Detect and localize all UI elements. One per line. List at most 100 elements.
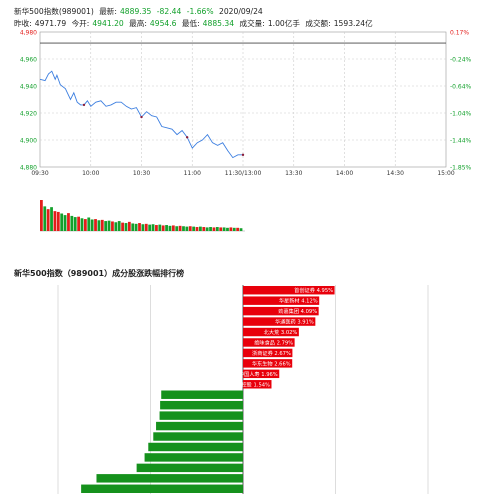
volume-bar bbox=[63, 215, 67, 231]
y-tick-left-label: 4,940 bbox=[20, 84, 37, 91]
x-tick-label: 15:00 bbox=[437, 170, 454, 177]
x-tick-label: 14:00 bbox=[336, 170, 353, 177]
x-tick-label: 09:30 bbox=[31, 170, 48, 177]
ranking-bar bbox=[153, 432, 243, 441]
header-row-1: 新华500指数(989001) 最新: 4889.35 -82.44 -1.66%… bbox=[14, 6, 266, 17]
volume-bar bbox=[97, 220, 101, 231]
header-row-2: 昨收: 4971.79 今开: 4941.20 最高: 4954.6 最低: 4885.… bbox=[14, 18, 376, 29]
volume-bar bbox=[131, 223, 135, 231]
volume-bar bbox=[222, 227, 226, 231]
ranking-chart: 首创证券 4.95% 华星新材 4.12% 劲嘉集团 4.09% 华通医药 3.91%… bbox=[57, 285, 429, 494]
volume-bar bbox=[67, 213, 70, 231]
intraday-chart: 4,980 0.17% 4,960 -0.24% 4,940 -0.64% 4,920 -1.… bbox=[20, 30, 472, 232]
volume-bar bbox=[111, 221, 114, 231]
volume-bar bbox=[175, 226, 179, 231]
y-tick-left-label: 4,980 bbox=[20, 30, 37, 37]
volume-bar bbox=[215, 227, 219, 231]
ranking-bar bbox=[243, 338, 295, 347]
date: 2020/09/24 bbox=[219, 7, 263, 16]
latest-label: 最新: bbox=[99, 7, 117, 16]
volume-bar bbox=[232, 227, 236, 231]
volume-bar bbox=[165, 225, 168, 231]
volume-bar bbox=[73, 217, 77, 231]
volume-bar bbox=[141, 224, 145, 231]
volume-bar bbox=[117, 221, 121, 231]
volume-bar bbox=[77, 216, 80, 231]
volume-bar bbox=[226, 227, 229, 231]
open-value: 4941.20 bbox=[92, 19, 124, 28]
volume-bar bbox=[205, 227, 209, 231]
high-value: 4954.6 bbox=[149, 19, 177, 28]
volume-bar bbox=[155, 225, 158, 231]
ranking-bar bbox=[243, 369, 280, 379]
price-marker bbox=[241, 153, 245, 157]
volume-bar bbox=[161, 225, 165, 231]
latest-value: 4889.35 bbox=[119, 7, 152, 16]
ranking-bar bbox=[243, 359, 293, 368]
volume-bar bbox=[199, 226, 202, 231]
y-tick-right-label: 0.17% bbox=[450, 30, 469, 37]
ranking-bar bbox=[156, 421, 243, 431]
y-tick-right-label: -1.04% bbox=[450, 111, 472, 118]
volume-bar bbox=[43, 206, 47, 231]
low-label: 最低: bbox=[181, 19, 200, 28]
volume-bar bbox=[40, 200, 43, 231]
price-marker bbox=[82, 103, 86, 107]
y-tick-right-label: -0.64% bbox=[450, 84, 472, 91]
open-label: 今开: bbox=[71, 19, 90, 28]
ranking-bar-label: 阳光电源 -8.75% bbox=[245, 485, 286, 493]
volume-bar bbox=[53, 211, 57, 231]
volume-bar bbox=[209, 227, 212, 231]
y-tick-right-label: -0.24% bbox=[450, 57, 472, 64]
ranking-bar-label: 华通医药 3.91% bbox=[275, 318, 314, 326]
ranking-bar bbox=[243, 317, 316, 326]
change-pct: -1.66% bbox=[186, 7, 214, 16]
x-tick-label: 11:00 bbox=[184, 170, 201, 177]
low-value: 4885.34 bbox=[202, 19, 235, 28]
ranking-bar bbox=[161, 390, 243, 399]
ranking-bar bbox=[243, 380, 272, 389]
volume-bar bbox=[100, 219, 104, 231]
prev-close-value: 4971.79 bbox=[34, 19, 67, 28]
x-tick-label: 13:30 bbox=[285, 170, 302, 177]
volume-label: 成交量: bbox=[239, 19, 265, 28]
ranking-bar-label: 信维通信 -4.51% bbox=[245, 412, 286, 420]
ranking-bar-label: 达闻控股 1.54% bbox=[231, 380, 270, 388]
volume-bar bbox=[87, 217, 91, 231]
volume-bar bbox=[107, 220, 111, 231]
ranking-bar bbox=[160, 400, 243, 410]
x-tick-label: 11:30/13:00 bbox=[225, 170, 262, 177]
volume-bar bbox=[239, 228, 243, 231]
volume-bar bbox=[83, 219, 87, 231]
ranking-bar bbox=[136, 463, 243, 473]
volume-bar bbox=[124, 223, 128, 231]
ranking-bar bbox=[159, 411, 243, 420]
volume-bar bbox=[178, 225, 182, 231]
amount-label: 成交额: bbox=[305, 19, 331, 28]
ranking-bar bbox=[243, 296, 320, 305]
volume-bar bbox=[127, 221, 131, 231]
volume-bar bbox=[138, 223, 141, 231]
y-tick-right-label: -1.85% bbox=[450, 165, 472, 172]
y-tick-left-label: 4,880 bbox=[20, 165, 37, 172]
ranking-bar bbox=[243, 327, 299, 337]
volume-bar bbox=[168, 225, 172, 231]
y-tick-left-label: 4,960 bbox=[20, 57, 37, 64]
ranking-bar bbox=[243, 306, 319, 316]
ranking-title: 新华500指数（989001）成分股涨跌幅排行榜 bbox=[14, 269, 185, 278]
ranking-bar-label: 新 大 陆 -4.42% bbox=[245, 391, 284, 399]
volume-bar bbox=[192, 226, 196, 231]
ranking-bar bbox=[144, 453, 243, 462]
volume-bar bbox=[114, 222, 118, 231]
volume-bar bbox=[46, 209, 50, 231]
price-line bbox=[39, 70, 243, 159]
volume-bar bbox=[202, 227, 206, 231]
ranking-bar bbox=[148, 442, 243, 452]
x-tick-label: 10:00 bbox=[82, 170, 99, 177]
ranking-bar-label: 鹏翎体育 -5.32% bbox=[245, 453, 286, 461]
volume-bar bbox=[195, 227, 199, 231]
volume-bar bbox=[134, 223, 138, 231]
volume-bar bbox=[219, 227, 223, 231]
high-label: 最高: bbox=[129, 19, 147, 28]
ranking-bar-label: 绝味食品 2.79% bbox=[254, 338, 293, 346]
